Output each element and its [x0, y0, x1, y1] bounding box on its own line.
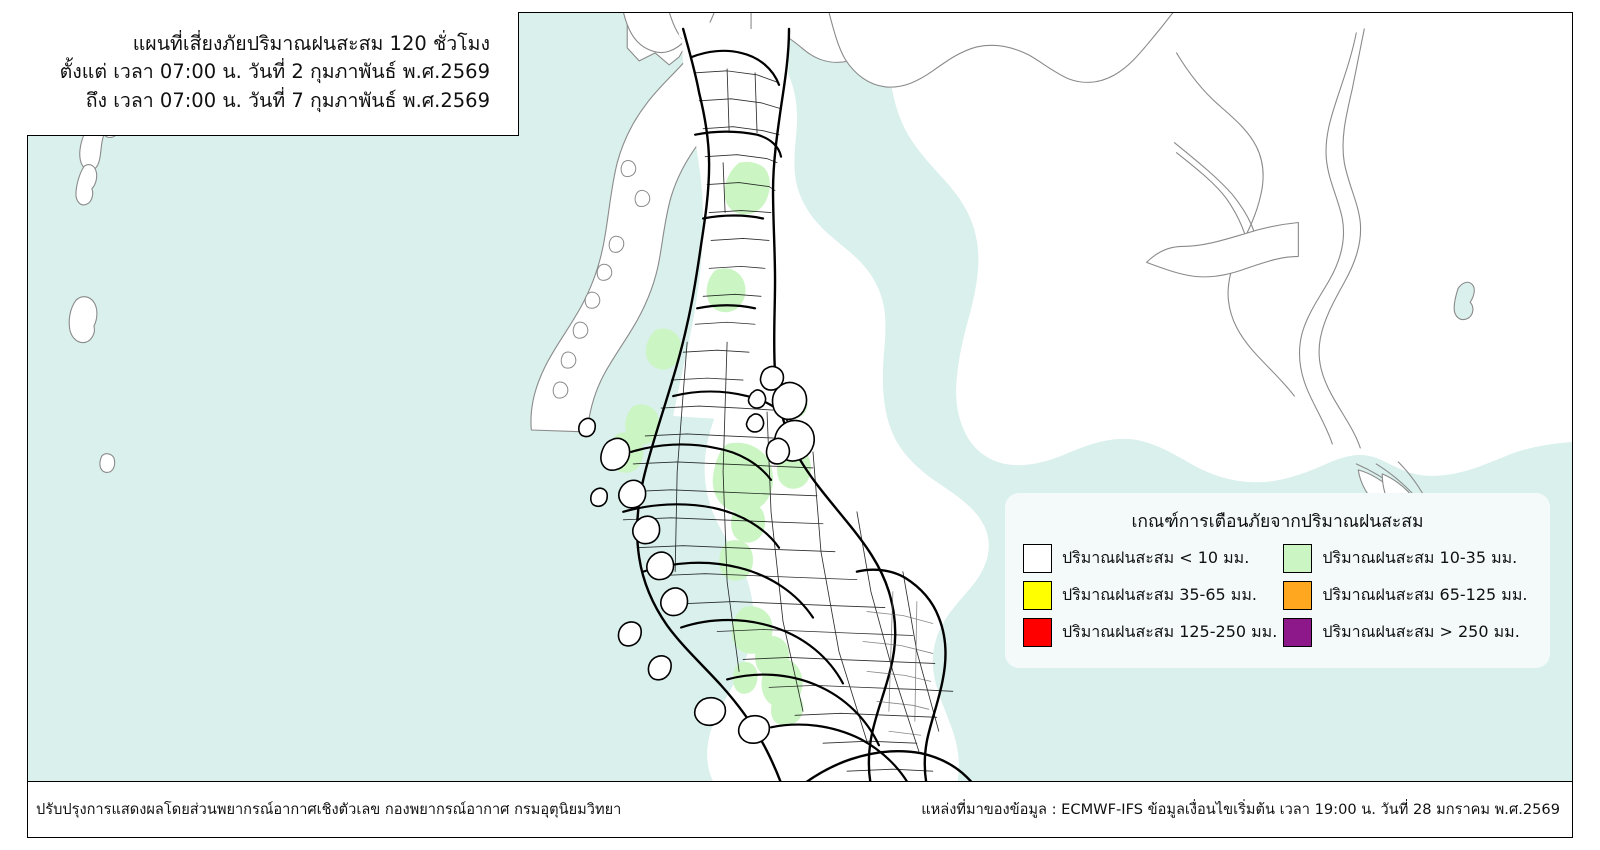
cambodia-south-coast: [1146, 221, 1299, 278]
title-line-1: แผนที่เสี่ยงภัยปริมาณฝนสะสม 120 ชั่วโมง: [132, 32, 490, 56]
map-title-card: แผนที่เสี่ยงภัยปริมาณฝนสะสม 120 ชั่วโมง …: [27, 12, 519, 136]
legend-label-35-65: ปริมาณฝนสะสม 35-65 มม.: [1062, 585, 1257, 604]
gulf-of-thailand-coast: [828, 13, 1174, 88]
laos-thai-border: [1175, 52, 1295, 397]
legend-swatch-125-250: [1023, 618, 1052, 647]
peninsular-thailand-land: [678, 22, 989, 786]
legend-item-35-65[interactable]: ปริมาณฝนสะสม 35-65 มม.: [1023, 581, 1277, 610]
legend-swatch-lt-10: [1023, 544, 1052, 573]
legend-label-65-125: ปริมาณฝนสะสม 65-125 มม.: [1322, 585, 1528, 604]
legend-swatch-65-125: [1283, 581, 1313, 610]
footer-data-source: แหล่งที่มาของข้อมูล : ECMWF-IFS ข้อมูลเง…: [921, 801, 1560, 818]
legend-label-lt-10: ปริมาณฝนสะสม < 10 มม.: [1062, 548, 1250, 567]
gulf-islands: [745, 365, 815, 465]
subdistrict-lines-south: [862, 591, 934, 736]
andaman-coast-islands: [577, 417, 771, 745]
title-line-2: ตั้งแต่ เวลา 07:00 น. วันที่ 2 กุมภาพันธ…: [59, 60, 490, 84]
mergui-archipelago: [552, 160, 651, 399]
mekong-border-line: [1318, 28, 1365, 449]
footer-credit: ปรับปรุงการแสดงผลโดยส่วนพยากรณ์อากาศเชิง…: [36, 801, 622, 818]
title-line-3: ถึง เวลา 07:00 น. วันที่ 7 กุมภาพันธ์ พ.…: [85, 88, 490, 112]
upper-peninsula-strip: [673, 28, 789, 421]
legend-panel: เกณฑ์การเตือนภัยจากปริมาณฝนสะสม ปริมาณฝน…: [1005, 493, 1550, 668]
legend-items: ปริมาณฝนสะสม < 10 มม. ปริมาณฝนสะสม 10-35…: [1023, 544, 1532, 647]
map-frame: [27, 12, 1573, 838]
green-province-ranong: [645, 328, 682, 370]
map-canvas[interactable]: [28, 13, 1572, 837]
legend-item-lt-10[interactable]: ปริมาณฝนสะสม < 10 มม.: [1023, 544, 1277, 573]
coastal-inlet-detail: [1453, 281, 1475, 321]
legend-item-10-35[interactable]: ปริมาณฝนสะสม 10-35 มม.: [1283, 544, 1532, 573]
legend-item-65-125[interactable]: ปริมาณฝนสะสม 65-125 มม.: [1283, 581, 1532, 610]
indochina-country-borders: [1298, 32, 1357, 445]
green-province-suratthani: [712, 442, 774, 513]
deep-south-coastline: [855, 568, 947, 803]
nicobar-island-large: [68, 296, 98, 344]
nicobar-island-small: [99, 453, 116, 473]
green-province-ranong-north: [724, 161, 770, 215]
footer-bar: ปรับปรุงการแสดงผลโดยส่วนพยากรณ์อากาศเชิง…: [28, 781, 1572, 837]
andaman-islands-south: [75, 164, 98, 206]
legend-swatch-gt-250: [1283, 618, 1313, 647]
legend-label-gt-250: ปริมาณฝนสะสม > 250 มม.: [1322, 622, 1520, 641]
legend-label-125-250: ปริมาณฝนสะสม 125-250 มม.: [1062, 622, 1278, 641]
green-province-prachuap: [706, 268, 746, 313]
legend-item-125-250[interactable]: ปริมาณฝนสะสม 125-250 มม.: [1023, 618, 1277, 647]
province-boundaries: [622, 68, 954, 772]
legend-item-gt-250[interactable]: ปริมาณฝนสะสม > 250 มม.: [1283, 618, 1532, 647]
green-province-songkhla-tip: [771, 690, 804, 726]
green-province-trang: [719, 540, 754, 581]
legend-swatch-10-35: [1283, 544, 1313, 573]
legend-label-10-35: ปริมาณฝนสะสม 10-35 มม.: [1322, 548, 1518, 567]
green-province-nakhonsithammarat: [731, 502, 766, 543]
legend-swatch-35-65: [1023, 581, 1052, 610]
legend-heading: เกณฑ์การเตือนภัยจากปริมาณฝนสะสม: [1131, 512, 1424, 532]
major-province-boundaries: [622, 49, 918, 803]
peninsula-coastline: [635, 27, 789, 803]
